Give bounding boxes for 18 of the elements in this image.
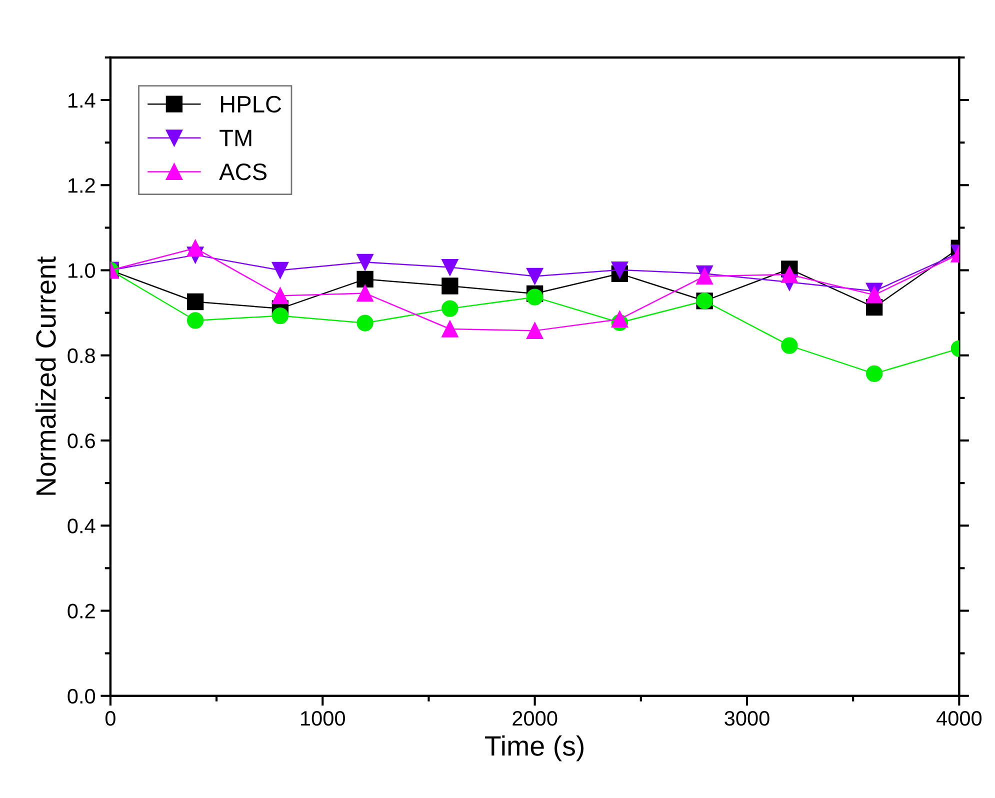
x-tick-label: 2000 xyxy=(512,710,558,726)
y-tick-label: 1.4 xyxy=(68,93,96,108)
x-tick-label: 3000 xyxy=(724,710,770,726)
y-tick-label: 1.0 xyxy=(68,263,96,278)
y-axis-title: Normalized Current xyxy=(35,256,56,495)
legend-label: HPLC xyxy=(220,96,282,113)
x-tick-label: 0 xyxy=(105,710,116,726)
y-tick-label: 0.6 xyxy=(68,433,95,448)
legend-label: TM xyxy=(220,130,252,146)
y-tick-label: 0.8 xyxy=(68,348,95,364)
y-tick-label: 0.4 xyxy=(68,518,96,534)
x-tick-label: 1000 xyxy=(301,710,345,726)
y-tick-label: 0.2 xyxy=(68,604,95,618)
y-tick-label: 0.0 xyxy=(68,688,96,704)
x-axis-title: Time (s) xyxy=(485,735,584,762)
legend-label: ACS xyxy=(219,163,267,180)
y-tick-label: 1.2 xyxy=(68,178,95,193)
x-tick-label: 4000 xyxy=(936,710,982,726)
